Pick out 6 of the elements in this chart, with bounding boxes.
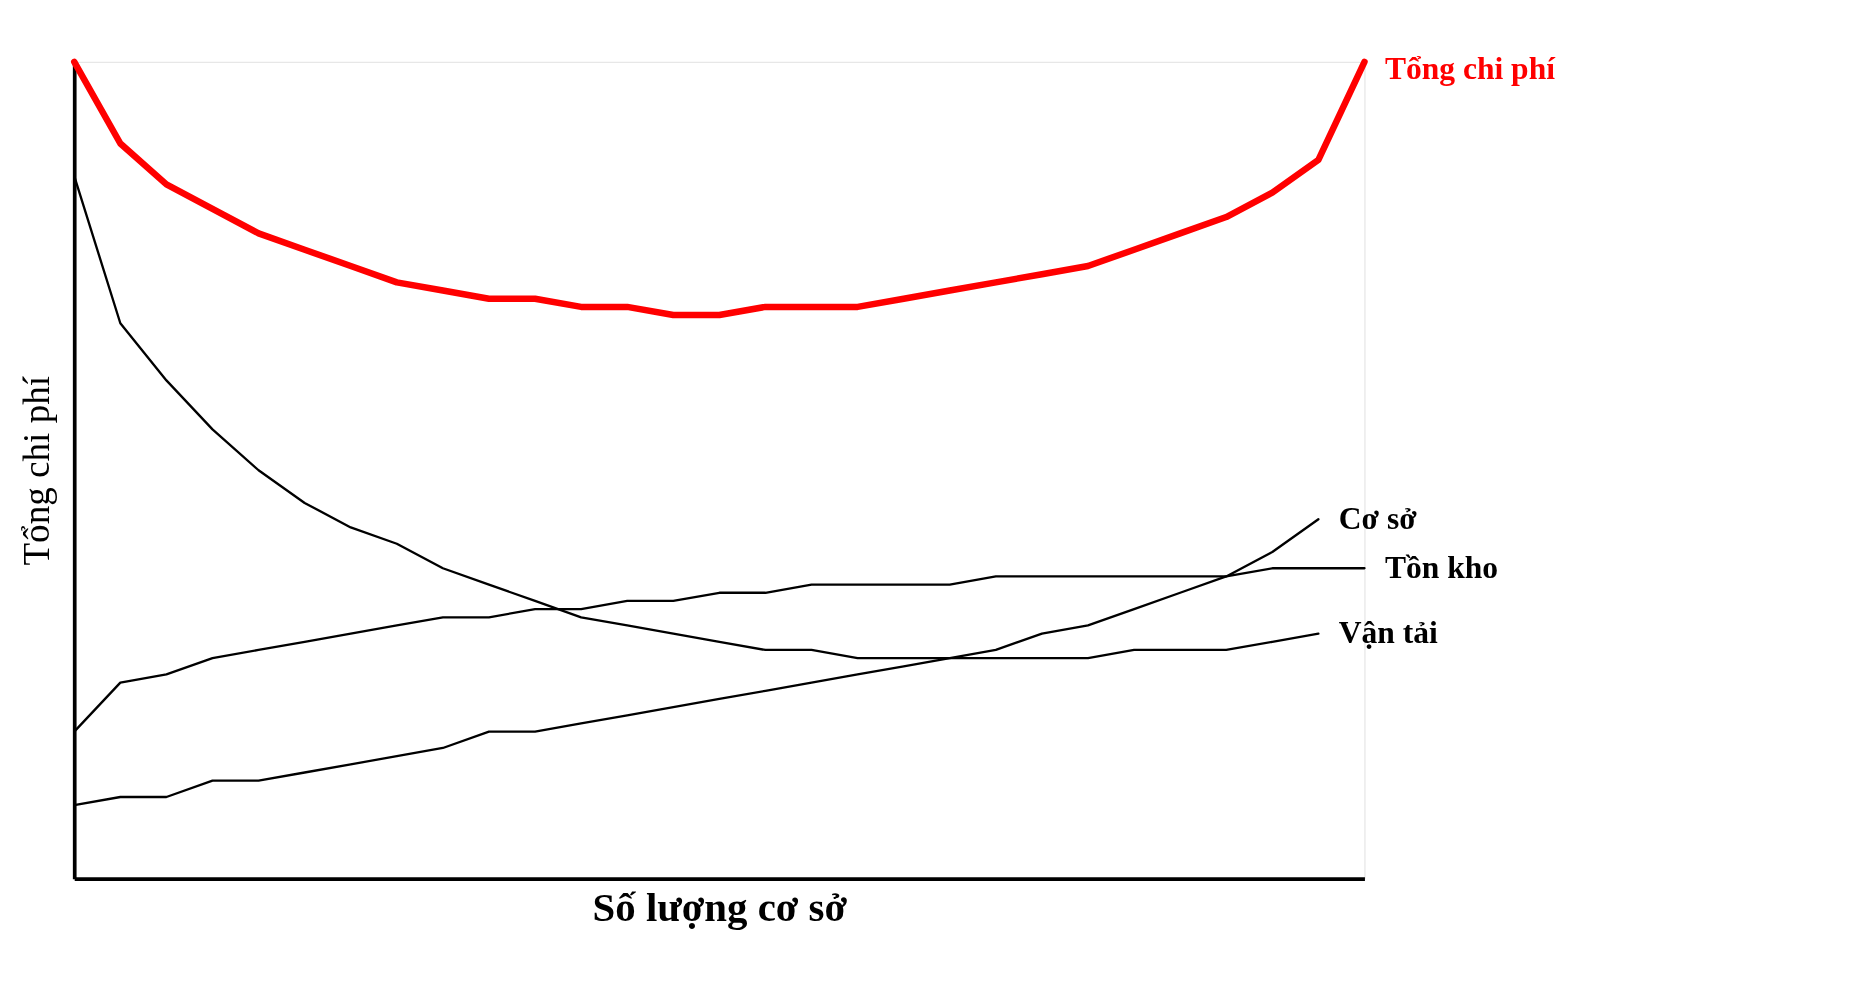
series-label: Tồn kho — [1384, 549, 1499, 585]
series-label: Tổng chi phí — [1384, 50, 1557, 86]
y-axis-title: Tổng chi phí — [15, 375, 57, 566]
x-axis-title: Số lượng cơ sở — [592, 884, 848, 930]
series-label: Vận tải — [1338, 614, 1439, 650]
series-label: Cơ sở — [1338, 500, 1418, 536]
